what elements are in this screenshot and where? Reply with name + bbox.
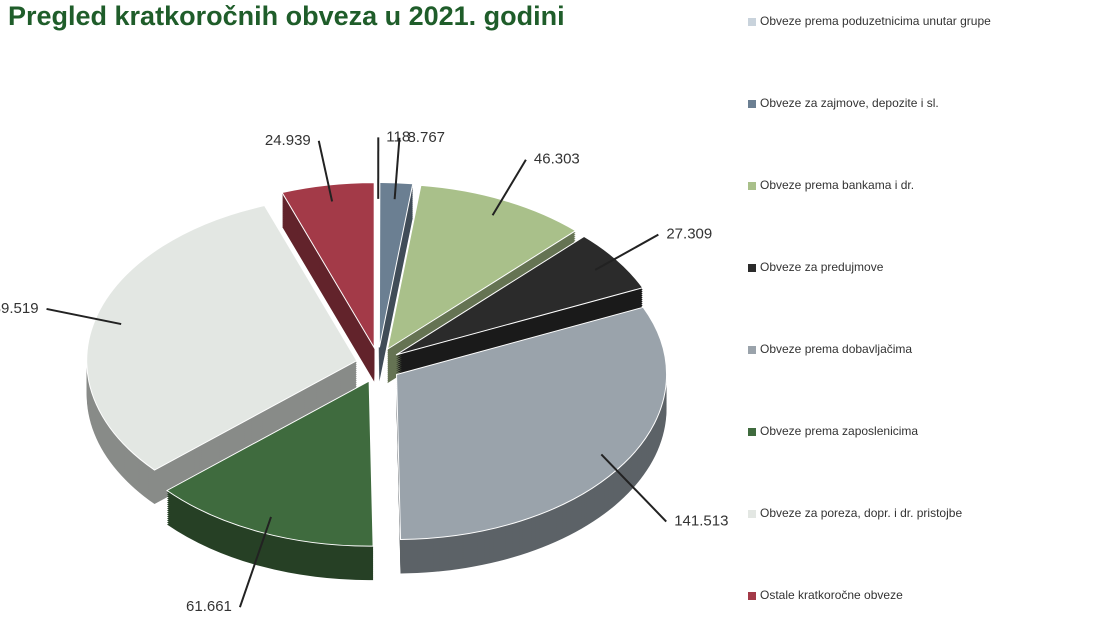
legend-swatch — [748, 18, 756, 26]
data-label: 61.661 — [186, 598, 232, 615]
legend-swatch — [748, 428, 756, 436]
slice — [166, 380, 374, 547]
leader-line — [594, 233, 659, 271]
legend-swatch — [748, 592, 756, 600]
legend-label: Obveze za poreza, dopr. i dr. pristojbe — [760, 506, 962, 520]
leader-line — [491, 159, 527, 216]
chart-title: Pregled kratkoročnih obveza u 2021. godi… — [8, 1, 565, 31]
leader-line — [600, 453, 667, 523]
legend-label: Obveze prema dobavljačima — [760, 342, 912, 356]
data-label: 141.513 — [674, 512, 728, 529]
legend-swatch — [748, 100, 756, 108]
slice — [395, 235, 644, 356]
slice — [396, 306, 668, 540]
data-label: 24.939 — [265, 132, 311, 149]
legend-label: Obveze prema poduzetnicima unutar grupe — [760, 14, 991, 28]
slice — [86, 204, 358, 471]
leader-line — [393, 137, 401, 200]
slice — [386, 184, 577, 351]
leader-line — [238, 516, 272, 608]
leader-line — [46, 307, 122, 326]
legend-swatch — [748, 264, 756, 272]
legend-swatch — [748, 346, 756, 354]
slice — [281, 182, 375, 350]
legend-label: Obveze za predujmove — [760, 260, 884, 274]
legend-label: Ostale kratkoročne obveze — [760, 588, 903, 602]
legend-swatch — [748, 182, 756, 190]
data-label: 118 — [386, 128, 410, 145]
data-label: 8.767 — [407, 129, 445, 146]
leader-line — [317, 140, 334, 202]
legend-swatch — [748, 510, 756, 518]
data-label: 139.519 — [0, 300, 39, 317]
legend-label: Obveze prema zaposlenicima — [760, 424, 918, 438]
legend-label: Obveze prema bankama i dr. — [760, 178, 914, 192]
data-label: 27.309 — [666, 226, 712, 243]
legend-label: Obveze za zajmove, depozite i sl. — [760, 96, 939, 110]
data-label: 46.303 — [534, 151, 580, 168]
